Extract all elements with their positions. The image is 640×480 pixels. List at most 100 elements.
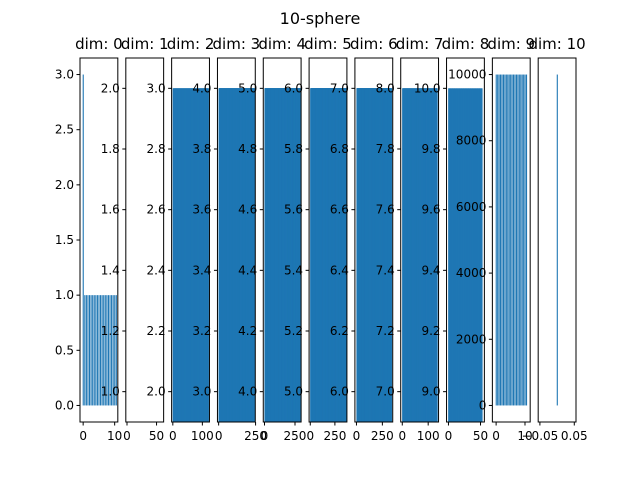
panel-title: dim: 5	[304, 35, 352, 53]
bar	[471, 88, 473, 422]
bar	[476, 88, 478, 422]
bar	[464, 88, 466, 422]
y-tick-label: 9.4	[421, 263, 440, 277]
y-tick-label: 1.8	[101, 142, 120, 156]
y-tick-label: 5.2	[284, 324, 303, 338]
y-tick-label: 8.0	[376, 81, 395, 95]
bar	[479, 88, 481, 422]
bar	[481, 88, 483, 422]
y-tick-label: 2.2	[147, 324, 166, 338]
panel-title: dim: 6	[350, 35, 398, 53]
bar	[468, 88, 470, 422]
bar	[473, 88, 475, 422]
y-tick-label: 8000	[456, 134, 487, 148]
bar	[502, 74, 505, 406]
axes-frame	[537, 57, 577, 423]
bar	[85, 295, 87, 406]
y-tick-label: 7.0	[376, 385, 395, 399]
y-tick-label: 2.0	[147, 385, 166, 399]
bar	[106, 295, 108, 406]
panel-dim-10: dim: 10 −0.05 0.05	[522, 35, 588, 443]
panel-title: dim: 8	[442, 35, 490, 53]
bar	[462, 88, 464, 422]
bar	[95, 295, 97, 406]
y-tick-label: 7.6	[376, 203, 395, 217]
y-tick-label: 1.0	[101, 385, 120, 399]
axes-frame	[400, 57, 440, 423]
bar	[510, 74, 512, 406]
bar	[498, 74, 500, 406]
bar	[520, 74, 522, 406]
bar	[456, 88, 458, 422]
bar	[476, 88, 479, 422]
y-tick-label: 4.4	[238, 263, 257, 277]
bar	[462, 88, 464, 422]
bar	[109, 295, 111, 406]
axes-frame	[216, 57, 256, 423]
y-tick-label: 3.8	[192, 142, 211, 156]
x-tick-label: 100	[191, 429, 214, 443]
y-tick-label: 5.0	[284, 385, 303, 399]
panel-dim-9: dim: 9 0 2000 4000 6000 8000 10000 0 10	[448, 35, 535, 443]
panel-title: dim: 2	[167, 35, 215, 53]
y-tick-label: 5.8	[284, 142, 303, 156]
bar	[474, 88, 476, 422]
bar	[480, 88, 482, 422]
bar	[458, 88, 460, 422]
bar	[299, 88, 301, 422]
x-tick-label: 100	[417, 429, 440, 443]
y-tick-label: 7.4	[376, 263, 395, 277]
bar	[505, 74, 507, 406]
x-tick-label: 0	[215, 429, 223, 443]
panel-dim-6: dim: 6 6.0 6.2 6.4 6.6 6.8 7.0 0 250	[330, 35, 398, 443]
bar	[459, 88, 461, 422]
bar	[463, 88, 465, 422]
bar	[459, 88, 461, 422]
y-tick-label: 9.0	[421, 385, 440, 399]
bar	[436, 88, 438, 422]
bar	[107, 295, 109, 406]
x-tick-label: 250	[371, 429, 394, 443]
x-tick-label: 0.05	[561, 429, 588, 443]
x-tick-label: 0	[353, 429, 361, 443]
bar	[460, 88, 463, 422]
panel-dim-8: dim: 8 9.0 9.2 9.4 9.6 9.8 10.0 0 50	[414, 35, 489, 443]
y-tick-label: 3.0	[192, 385, 211, 399]
bar	[451, 88, 454, 422]
bar	[465, 88, 467, 422]
panel-dim-4: dim: 44.04.24.44.64.85.00 250	[238, 35, 306, 443]
y-tick-label: 10000	[448, 68, 486, 82]
x-tick-label: 0	[79, 429, 87, 443]
y-tick-label: 7.8	[376, 142, 395, 156]
y-tick-label: 2.0	[101, 81, 120, 95]
bar	[92, 295, 94, 406]
y-tick-label: 0.5	[55, 343, 74, 357]
panel-title: dim: 1	[121, 35, 169, 53]
bar	[468, 88, 470, 422]
y-tick-label: 1.2	[101, 324, 120, 338]
x-tick-label: 0	[261, 429, 269, 443]
bar	[521, 74, 523, 406]
bar	[448, 88, 450, 422]
axes-frame	[446, 57, 485, 423]
y-tick-label: 2.8	[147, 142, 166, 156]
panel-dim-5: dim: 55.05.25.45.65.86.00 250	[284, 35, 352, 443]
y-tick-label: 4.6	[238, 203, 257, 217]
y-tick-label: 3.2	[192, 324, 211, 338]
y-tick-label: 1.5	[55, 233, 74, 247]
x-tick-label: 50	[149, 429, 164, 443]
bar	[471, 88, 473, 422]
y-tick-label: 0	[479, 398, 487, 412]
bar	[450, 88, 452, 422]
panel-dim-1: dim: 1 1.0 1.2 1.4 1.6 1.8 2.0 0 50	[101, 35, 169, 443]
y-tick-label: 9.2	[421, 324, 440, 338]
bar	[514, 74, 516, 406]
bar	[478, 88, 481, 422]
bar	[518, 74, 520, 406]
bar	[96, 295, 98, 406]
y-tick-label: 3.0	[147, 81, 166, 95]
x-tick-label: 250	[244, 429, 267, 443]
bar	[345, 88, 347, 422]
x-tick-label: 250	[323, 429, 346, 443]
bar	[470, 88, 472, 422]
